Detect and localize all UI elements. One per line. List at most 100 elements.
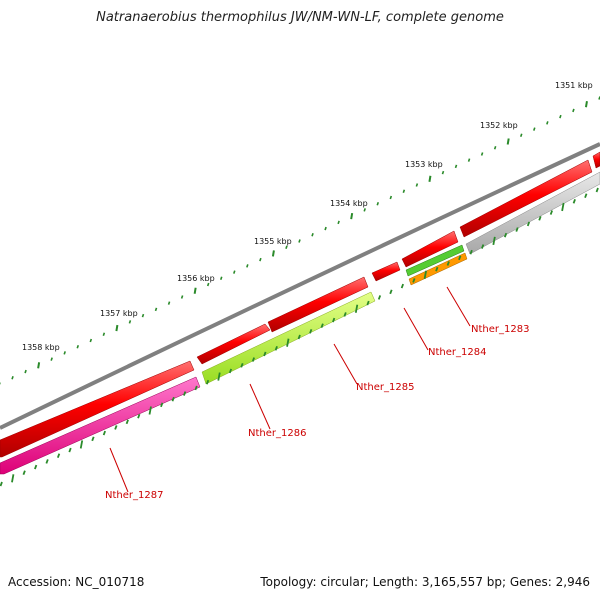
tick-label-1353: 1353 kbp [405,160,443,169]
tick-labels: 1351 kbp 1352 kbp 1353 kbp 1354 kbp 1355… [22,81,593,352]
gc-major-tick [79,440,84,449]
scale-minor-tick [402,189,406,194]
scale-minor-tick [454,164,458,169]
scale-minor-tick [167,301,171,305]
scale-minor-tick [493,145,497,150]
gene-label-nther-1284: Nther_1284 [428,347,486,358]
cds-arrow [459,159,593,238]
scale-minor-tick [546,121,549,125]
cds-arrow [0,360,195,458]
scale-minor-tick [572,108,575,113]
gene-label-nther-1283: Nther_1283 [471,324,529,335]
cds-arrow [267,276,369,333]
scale-minor-tick [298,239,301,243]
gc-minor-tick [68,447,72,453]
gc-minor-tick [137,413,141,419]
scale-minor-tick [376,201,380,206]
gc-major-tick [354,304,359,313]
scale-minor-tick [76,344,80,349]
scale-minor-tick [50,357,53,361]
gc-major-tick [148,406,152,415]
gc-minor-tick [34,464,38,470]
gc-minor-tick [435,266,439,272]
leader-nther-1283 [446,286,471,327]
gc-minor-tick [0,481,3,487]
position-scale [0,96,600,386]
gc-minor-tick [274,345,278,351]
gc-major-tick [423,270,427,279]
cds-arrow [401,230,459,268]
gc-minor-tick [251,357,255,362]
gc-minor-tick [458,255,462,261]
scale-major-tick [584,101,588,108]
scale-minor-tick [219,276,223,281]
track-nther-1284-b [408,252,468,286]
cds-arrow [592,151,600,169]
gc-major-tick [11,474,15,483]
leader-nther-1287 [109,447,129,493]
accession-text: Accession: NC_010718 [8,575,145,589]
tick-label-1357: 1357 kbp [100,309,138,318]
scale-minor-tick [415,183,419,187]
gc-minor-tick [377,295,382,300]
track-nther-1284-a [405,244,465,277]
gc-minor-tick [228,368,233,374]
scale-minor-tick [533,127,536,131]
scale-major-tick [271,250,275,257]
gc-minor-tick [102,430,106,436]
gc-minor-tick [91,436,95,442]
cds-arrow [371,261,401,282]
tick-label-1355: 1355 kbp [254,237,292,246]
scale-minor-tick [311,233,314,237]
scale-minor-tick [389,195,393,200]
scale-minor-tick [519,133,523,138]
scale-minor-tick [206,282,210,287]
gc-minor-tick [469,249,473,255]
gc-major-tick [492,236,496,246]
scale-minor-tick [480,152,484,156]
scale-minor-tick [285,245,288,249]
gc-minor-tick [526,221,531,227]
tick-label-1356: 1356 kbp [177,274,215,283]
scale-minor-tick [259,257,262,262]
scale-minor-tick [63,351,66,355]
scale-minor-tick [141,313,145,318]
gc-minor-tick [538,215,542,221]
genome-backbone [0,142,600,430]
scale-minor-tick [363,208,366,212]
map-title: Natranaerobius thermophilus JW/NM-WN-LF,… [96,10,504,25]
scale-minor-tick [337,220,340,225]
gene-label-nther-1287: Nther_1287 [105,490,163,501]
gc-minor-tick [263,351,267,357]
gc-minor-tick [56,453,61,459]
gc-minor-tick [183,391,187,396]
gc-minor-tick [366,300,370,306]
scale-minor-tick [324,226,327,231]
tick-label-1351: 1351 kbp [555,81,593,90]
scale-major-tick [506,138,510,145]
tick-label-1354: 1354 kbp [330,199,368,208]
gc-minor-tick [240,362,244,368]
gc-minor-tick [343,312,347,317]
scale-minor-tick [102,332,106,337]
gc-minor-tick [572,198,576,204]
forward-cds-track [0,151,600,458]
scale-minor-tick [467,158,471,162]
gc-minor-tick [332,317,336,323]
scale-minor-tick [128,320,132,324]
scale-minor-tick [24,369,27,374]
scale-minor-tick [180,295,184,299]
gc-minor-tick [160,402,164,408]
gc-minor-tick [481,244,485,249]
scale-minor-tick [154,307,158,312]
scale-minor-tick [246,264,249,268]
scale-minor-tick [559,114,562,119]
scale-minor-tick [441,170,445,175]
gc-minor-tick [171,396,175,402]
leader-nther-1286 [249,383,271,430]
gc-minor-tick [320,323,324,329]
gc-minor-tick [205,379,210,385]
gene-leader-lines [109,286,471,493]
gc-minor-tick [309,329,313,334]
gc-skew-track [0,187,599,487]
